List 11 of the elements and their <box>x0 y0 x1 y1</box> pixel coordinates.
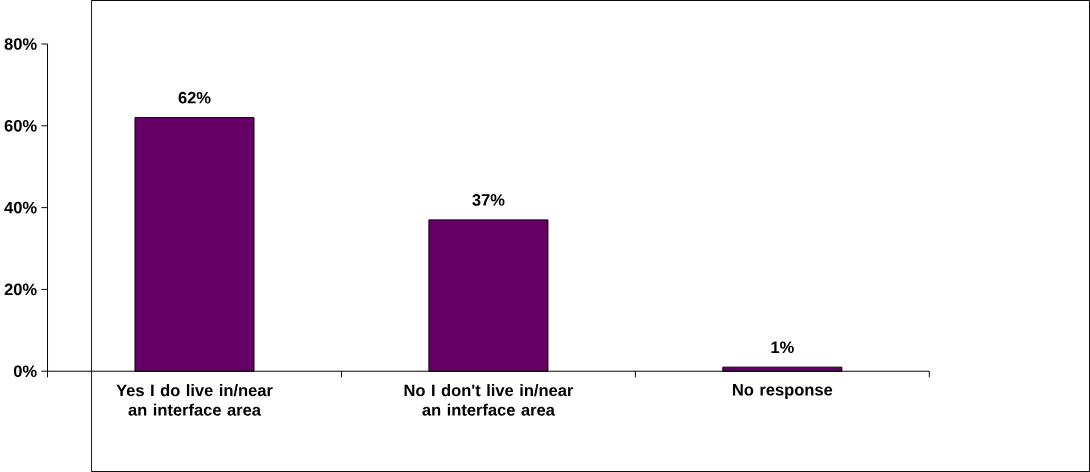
data-label: 37% <box>472 194 505 206</box>
y-tick-label: 80% <box>4 38 37 50</box>
data-label: 62% <box>178 91 211 104</box>
data-label: 1% <box>771 341 794 354</box>
y-tick-label: 0% <box>13 365 37 378</box>
y-tick-label: 40% <box>4 201 37 214</box>
x-tick-label: No response <box>733 384 833 399</box>
x-tick-label: Yes I do live in/near an interface area <box>116 384 273 416</box>
y-tick-label: 20% <box>4 283 37 296</box>
y-tick-label: 60% <box>4 119 37 132</box>
x-tick-label: No I don't live in/near an interface area <box>404 384 574 416</box>
